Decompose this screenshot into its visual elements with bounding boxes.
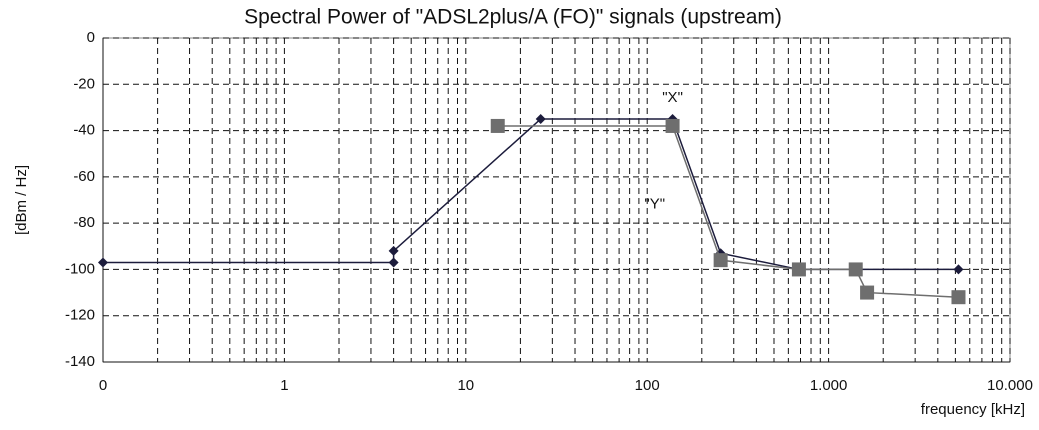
square-marker xyxy=(490,118,505,133)
y-tick-label: -60 xyxy=(73,168,95,185)
diamond-marker xyxy=(388,257,399,268)
square-marker xyxy=(713,253,728,268)
x-tick-label: 0 xyxy=(99,377,107,394)
y-axis-label: [dBm / Hz] xyxy=(13,165,30,235)
plot-area xyxy=(102,37,1011,363)
annotation: "X" xyxy=(662,89,683,106)
square-marker xyxy=(791,262,806,277)
x-tick-label: 1 xyxy=(280,377,288,394)
x-axis-label: frequency [kHz] xyxy=(921,401,1025,418)
diamond-marker xyxy=(535,114,546,124)
y-tick-label: -80 xyxy=(73,214,95,231)
diamond-marker xyxy=(388,245,399,256)
diamond-marker xyxy=(953,264,964,275)
square-marker xyxy=(951,290,966,305)
diamond-marker xyxy=(98,257,108,268)
square-marker xyxy=(860,285,875,300)
x-tick-label: 10.000 xyxy=(987,377,1033,394)
x-tick-label: 10 xyxy=(457,377,474,394)
y-tick-label: -120 xyxy=(65,307,95,324)
y-tick-label: -140 xyxy=(65,353,95,370)
x-tick-label: 100 xyxy=(635,377,660,394)
y-tick-label: -20 xyxy=(73,75,95,92)
x-tick-label: 1.000 xyxy=(810,377,848,394)
annotation: "Y" xyxy=(644,196,665,213)
y-tick-label: -40 xyxy=(73,122,95,139)
square-marker xyxy=(848,262,863,277)
square-marker xyxy=(665,118,680,133)
y-tick-label: -100 xyxy=(65,260,95,277)
chart-title: Spectral Power of "ADSL2plus/A (FO)" sig… xyxy=(244,6,782,29)
y-tick-label: 0 xyxy=(87,29,95,46)
